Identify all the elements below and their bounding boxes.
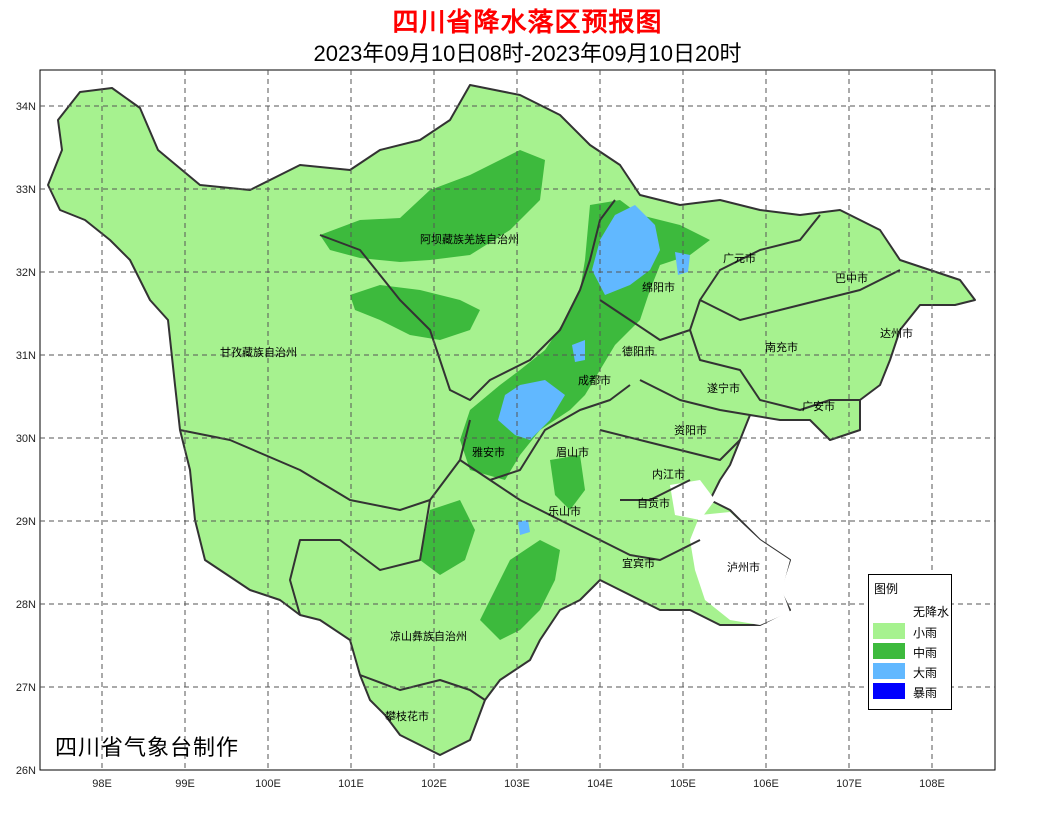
legend-swatch <box>873 602 905 618</box>
label-aba: 阿坝藏族羌族自治州 <box>420 232 519 246</box>
legend-item-rainstorm: 暴雨 <box>873 683 951 700</box>
label-nanchong: 南充市 <box>765 340 798 354</box>
y-tick-27n: 27N <box>16 682 36 694</box>
x-tick-100e: 100E <box>255 778 281 790</box>
label-guangan: 广安市 <box>802 399 835 413</box>
label-meishan: 眉山市 <box>556 445 589 459</box>
label-liangshan: 凉山彝族自治州 <box>390 629 467 643</box>
y-tick-29n: 29N <box>16 516 36 528</box>
legend-item-no-rain: 无降水 <box>873 602 951 619</box>
x-tick-105e: 105E <box>670 778 696 790</box>
label-yibin: 宜宾市 <box>622 556 655 570</box>
x-tick-107e: 107E <box>836 778 862 790</box>
label-panzhihua: 攀枝花市 <box>385 709 429 723</box>
legend-swatch <box>873 683 905 699</box>
y-tick-31n: 31N <box>16 350 36 362</box>
label-ganzi: 甘孜藏族自治州 <box>220 345 297 359</box>
label-chengdu: 成都市 <box>578 373 611 387</box>
label-dazhou: 达州市 <box>880 326 913 340</box>
map-subtitle: 2023年09月10日08时-2023年09月10日20时 <box>313 41 742 66</box>
label-neijiang: 内江市 <box>652 467 685 481</box>
legend-item-heavy-rain: 大雨 <box>873 663 951 680</box>
map-title: 四川省降水落区预报图 <box>392 7 663 37</box>
legend-label: 无降水 <box>913 605 950 619</box>
label-leshan: 乐山市 <box>548 504 581 518</box>
legend-title: 图例 <box>874 582 899 596</box>
legend-label: 大雨 <box>913 666 938 680</box>
legend-label: 中雨 <box>913 646 938 660</box>
issuer-credit: 四川省气象台制作 <box>55 735 240 760</box>
x-tick-103e: 103E <box>504 778 530 790</box>
label-deyang: 德阳市 <box>622 344 655 358</box>
label-ziyang: 资阳市 <box>674 423 707 437</box>
no-rain-areas <box>670 480 790 625</box>
legend-label: 小雨 <box>913 626 938 640</box>
prefecture-boundaries <box>179 199 901 701</box>
label-zigong: 自贡市 <box>637 496 670 510</box>
y-tick-28n: 28N <box>16 599 36 611</box>
legend-item-moderate-rain: 中雨 <box>873 643 951 660</box>
label-bazhong: 巴中市 <box>835 271 868 285</box>
legend-swatch <box>873 643 905 659</box>
x-tick-99e: 99E <box>175 778 195 790</box>
x-tick-101e: 101E <box>338 778 364 790</box>
label-mianyang: 绵阳市 <box>642 280 675 294</box>
y-tick-26n: 26N <box>16 765 36 777</box>
legend-item-light-rain: 小雨 <box>873 623 951 640</box>
y-tick-34n: 34N <box>16 101 36 113</box>
coordinate-grid <box>40 70 995 770</box>
x-tick-98e: 98E <box>92 778 112 790</box>
map-legend: 图例 无降水 小雨 中雨 大雨 暴雨 <box>868 574 952 710</box>
x-tick-104e: 104E <box>587 778 613 790</box>
legend-swatch <box>873 663 905 679</box>
legend-swatch <box>873 623 905 639</box>
x-tick-108e: 108E <box>919 778 945 790</box>
label-yaan: 雅安市 <box>472 445 505 459</box>
legend-label: 暴雨 <box>913 686 938 700</box>
y-tick-33n: 33N <box>16 184 36 196</box>
label-luzhou: 泸州市 <box>727 560 760 574</box>
y-tick-32n: 32N <box>16 267 36 279</box>
label-suining: 遂宁市 <box>707 381 740 395</box>
x-tick-102e: 102E <box>421 778 447 790</box>
x-tick-106e: 106E <box>753 778 779 790</box>
y-tick-30n: 30N <box>16 433 36 445</box>
label-guangyuan: 广元市 <box>723 251 756 265</box>
